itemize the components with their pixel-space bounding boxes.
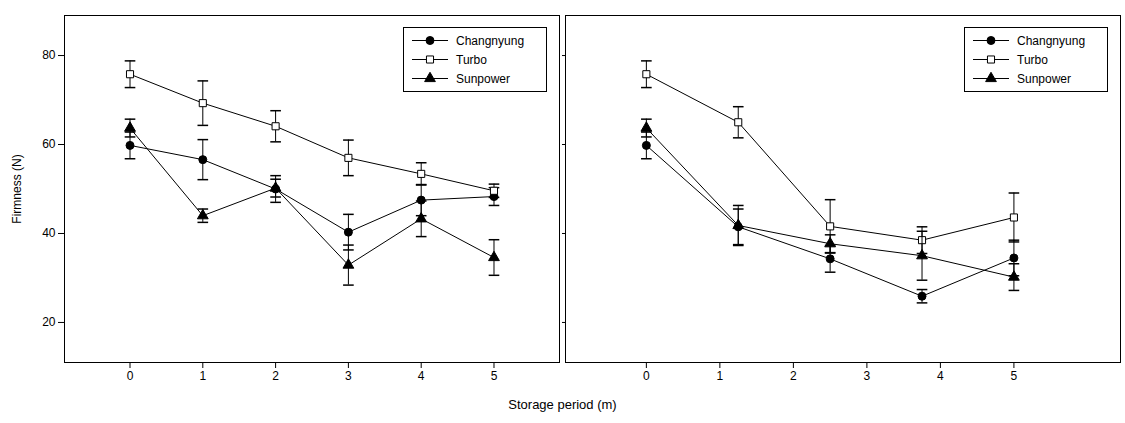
svg-text:3: 3	[345, 369, 352, 383]
svg-text:0: 0	[643, 369, 650, 383]
svg-text:Turbo: Turbo	[1017, 53, 1048, 67]
svg-text:0: 0	[127, 369, 134, 383]
svg-text:5: 5	[1011, 369, 1018, 383]
svg-text:Changnyung: Changnyung	[1017, 34, 1085, 48]
svg-text:Changnyung: Changnyung	[456, 34, 524, 48]
svg-text:1: 1	[717, 369, 724, 383]
svg-text:4: 4	[937, 369, 944, 383]
svg-text:2: 2	[790, 369, 797, 383]
html-text:Storage period (m): Storage period (m)	[508, 397, 617, 412]
svg-text:3: 3	[864, 369, 871, 383]
svg-text:40: 40	[42, 226, 56, 240]
svg-text:Firmness (N): Firmness (N)	[10, 154, 24, 223]
svg-text:20: 20	[42, 315, 56, 329]
svg-text:Sunpower: Sunpower	[456, 72, 510, 86]
svg-text:Sunpower: Sunpower	[1017, 72, 1071, 86]
svg-text:1: 1	[199, 369, 206, 383]
svg-text:60: 60	[42, 137, 56, 151]
svg-text:2: 2	[272, 369, 279, 383]
svg-text:5: 5	[491, 369, 498, 383]
svg-text:4: 4	[418, 369, 425, 383]
svg-text:80: 80	[42, 48, 56, 62]
svg-text:Turbo: Turbo	[456, 53, 487, 67]
